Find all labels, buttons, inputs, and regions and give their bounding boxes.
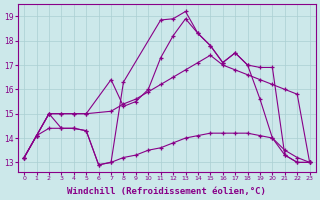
X-axis label: Windchill (Refroidissement éolien,°C): Windchill (Refroidissement éolien,°C)	[68, 187, 266, 196]
